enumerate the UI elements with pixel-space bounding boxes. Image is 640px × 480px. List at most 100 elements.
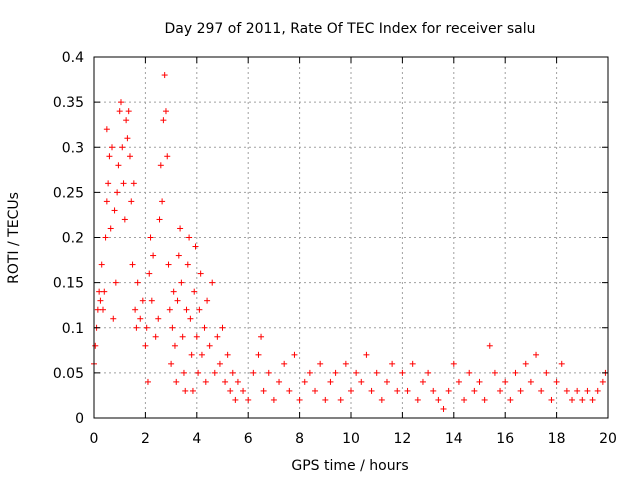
data-point [164,153,171,160]
data-point [107,225,114,232]
data-point [202,378,209,385]
data-point [170,288,177,295]
chart-title: Day 297 of 2011, Rate Of TEC Index for r… [164,21,535,37]
y-tick-label: 0 [75,411,84,427]
data-point [538,387,545,394]
data-point [124,135,131,142]
data-point [461,396,468,403]
data-point [579,396,586,403]
data-point [174,297,181,304]
data-point [296,396,303,403]
x-tick-label: 18 [548,431,566,447]
data-point [137,315,144,322]
data-point [111,207,118,214]
data-point [250,369,257,376]
y-tick-label: 0.4 [62,50,84,66]
data-point [543,369,550,376]
y-axis-label: ROTI / TECUs [6,192,22,284]
data-point [409,360,416,367]
data-point [312,387,319,394]
data-point [139,297,146,304]
data-point [486,342,493,349]
y-axis-ticks: 0 0.05 0.1 0.15 0.2 0.25 0.3 0.35 0.4 [53,50,608,427]
data-point [175,252,182,259]
data-point [94,306,101,313]
data-point [96,288,103,295]
data-point [198,351,205,358]
data-point [130,180,137,187]
data-point [129,261,136,268]
data-point [197,270,204,277]
data-point [368,387,375,394]
data-point [322,396,329,403]
data-point [399,369,406,376]
data-point [168,360,175,367]
data-point [105,180,112,187]
data-point [178,279,185,286]
data-point [211,369,218,376]
data-point [563,387,570,394]
data-point [101,288,108,295]
data-point [245,396,252,403]
data-point [517,387,524,394]
data-point [177,225,184,232]
data-point [204,297,211,304]
data-point [476,378,483,385]
data-point [327,378,334,385]
data-point [133,324,140,331]
data-point [301,378,308,385]
x-tick-label: 0 [90,431,99,447]
data-point [317,360,324,367]
data-point [270,396,277,403]
data-point [533,351,540,358]
data-point [148,297,155,304]
data-point [466,369,473,376]
data-point [373,369,380,376]
data-point [103,126,110,133]
data-point [152,333,159,340]
data-point [134,279,141,286]
data-point [214,333,221,340]
data-point [450,360,457,367]
data-point [594,387,601,394]
data-point [99,306,106,313]
data-point [191,288,198,295]
x-tick-label: 8 [295,431,304,447]
data-point [159,198,166,205]
y-tick-label: 0.2 [62,231,84,247]
data-point [548,396,555,403]
data-point [195,369,202,376]
data-point [425,369,432,376]
data-point [150,252,157,259]
data-point [187,315,194,322]
data-point [116,108,123,115]
data-point [389,360,396,367]
data-point [110,315,117,322]
data-point [440,405,447,412]
data-point [157,162,164,169]
data-point [497,387,504,394]
y-tick-label: 0.1 [62,321,84,337]
data-point [306,369,313,376]
data-point [132,306,139,313]
data-point [455,378,462,385]
data-point [260,387,267,394]
data-point [471,387,478,394]
data-point [121,216,128,223]
data-point [353,369,360,376]
data-point [435,396,442,403]
x-axis-label: GPS time / hours [291,458,408,474]
data-point [348,387,354,394]
data-point [186,234,193,241]
data-point [166,306,173,313]
data-point [291,351,298,358]
data-point [430,387,437,394]
data-point [383,378,390,385]
data-point [574,387,581,394]
data-point [255,351,262,358]
data-point [142,342,149,349]
data-point [229,369,236,376]
data-point [146,270,153,277]
x-tick-label: 12 [393,431,411,447]
data-point [117,99,124,106]
